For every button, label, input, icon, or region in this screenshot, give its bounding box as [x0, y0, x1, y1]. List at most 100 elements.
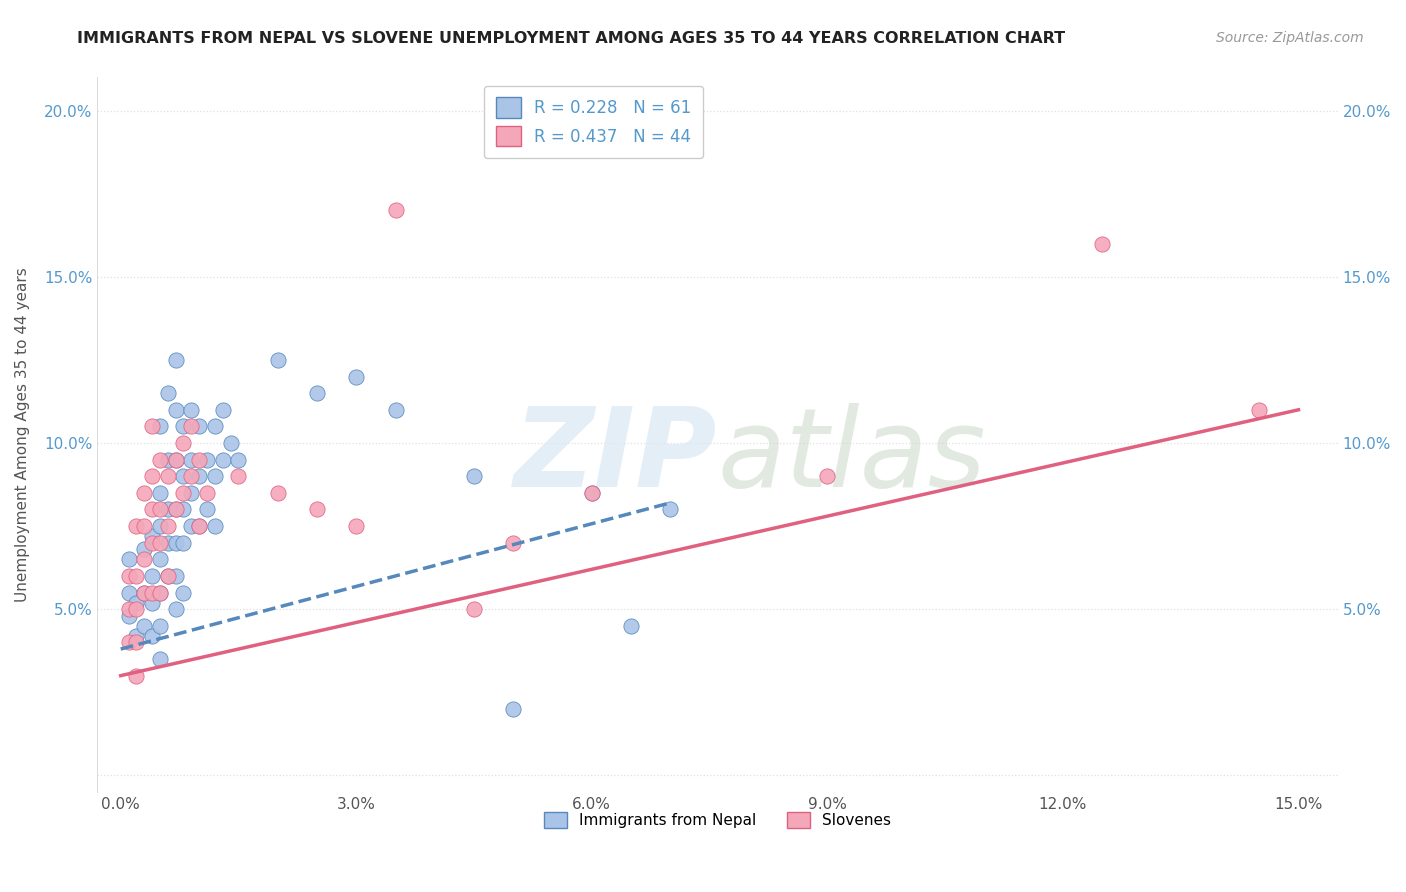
- Point: [165, 402, 187, 417]
- Point: [384, 203, 406, 218]
- Point: [149, 419, 172, 434]
- Point: [149, 619, 172, 633]
- Point: [134, 519, 156, 533]
- Point: [156, 502, 179, 516]
- Point: [134, 619, 156, 633]
- Point: [173, 436, 195, 450]
- Point: [141, 585, 163, 599]
- Point: [502, 702, 524, 716]
- Point: [228, 469, 250, 483]
- Point: [149, 452, 172, 467]
- Point: [188, 469, 211, 483]
- Point: [463, 602, 485, 616]
- Point: [659, 502, 682, 516]
- Point: [117, 552, 139, 566]
- Point: [141, 419, 163, 434]
- Legend: Immigrants from Nepal, Slovenes: Immigrants from Nepal, Slovenes: [537, 806, 897, 834]
- Point: [188, 419, 211, 434]
- Point: [204, 519, 226, 533]
- Point: [581, 486, 603, 500]
- Point: [180, 419, 202, 434]
- Point: [149, 585, 172, 599]
- Text: ZIP: ZIP: [515, 402, 717, 509]
- Point: [165, 502, 187, 516]
- Point: [125, 569, 148, 583]
- Point: [173, 502, 195, 516]
- Point: [141, 469, 163, 483]
- Point: [180, 486, 202, 500]
- Y-axis label: Unemployment Among Ages 35 to 44 years: Unemployment Among Ages 35 to 44 years: [15, 268, 30, 602]
- Point: [211, 402, 233, 417]
- Point: [149, 519, 172, 533]
- Point: [125, 595, 148, 609]
- Text: atlas: atlas: [717, 402, 986, 509]
- Point: [134, 585, 156, 599]
- Point: [125, 635, 148, 649]
- Point: [156, 386, 179, 401]
- Point: [344, 519, 367, 533]
- Point: [134, 542, 156, 557]
- Point: [134, 552, 156, 566]
- Point: [165, 502, 187, 516]
- Point: [125, 519, 148, 533]
- Point: [228, 452, 250, 467]
- Point: [149, 502, 172, 516]
- Point: [188, 452, 211, 467]
- Text: IMMIGRANTS FROM NEPAL VS SLOVENE UNEMPLOYMENT AMONG AGES 35 TO 44 YEARS CORRELAT: IMMIGRANTS FROM NEPAL VS SLOVENE UNEMPLO…: [77, 31, 1066, 46]
- Point: [165, 535, 187, 549]
- Point: [1249, 402, 1271, 417]
- Point: [463, 469, 485, 483]
- Point: [156, 569, 179, 583]
- Point: [117, 585, 139, 599]
- Point: [211, 452, 233, 467]
- Point: [134, 486, 156, 500]
- Text: Source: ZipAtlas.com: Source: ZipAtlas.com: [1216, 31, 1364, 45]
- Point: [620, 619, 643, 633]
- Point: [117, 602, 139, 616]
- Point: [180, 402, 202, 417]
- Point: [141, 629, 163, 643]
- Point: [195, 486, 218, 500]
- Point: [141, 502, 163, 516]
- Point: [384, 402, 406, 417]
- Point: [165, 602, 187, 616]
- Point: [149, 652, 172, 666]
- Point: [134, 585, 156, 599]
- Point: [173, 585, 195, 599]
- Point: [305, 386, 328, 401]
- Point: [165, 452, 187, 467]
- Point: [141, 595, 163, 609]
- Point: [149, 486, 172, 500]
- Point: [204, 419, 226, 434]
- Point: [188, 519, 211, 533]
- Point: [344, 369, 367, 384]
- Point: [815, 469, 838, 483]
- Point: [219, 436, 242, 450]
- Point: [1091, 236, 1114, 251]
- Point: [267, 486, 290, 500]
- Point: [149, 552, 172, 566]
- Point: [156, 569, 179, 583]
- Point: [141, 535, 163, 549]
- Point: [267, 353, 290, 368]
- Point: [180, 469, 202, 483]
- Point: [305, 502, 328, 516]
- Point: [173, 419, 195, 434]
- Point: [117, 608, 139, 623]
- Point: [165, 569, 187, 583]
- Point: [188, 519, 211, 533]
- Point: [180, 519, 202, 533]
- Point: [149, 535, 172, 549]
- Point: [117, 569, 139, 583]
- Point: [125, 602, 148, 616]
- Point: [165, 353, 187, 368]
- Point: [156, 535, 179, 549]
- Point: [117, 635, 139, 649]
- Point: [156, 519, 179, 533]
- Point: [141, 529, 163, 543]
- Point: [195, 452, 218, 467]
- Point: [141, 569, 163, 583]
- Point: [195, 502, 218, 516]
- Point: [156, 469, 179, 483]
- Point: [204, 469, 226, 483]
